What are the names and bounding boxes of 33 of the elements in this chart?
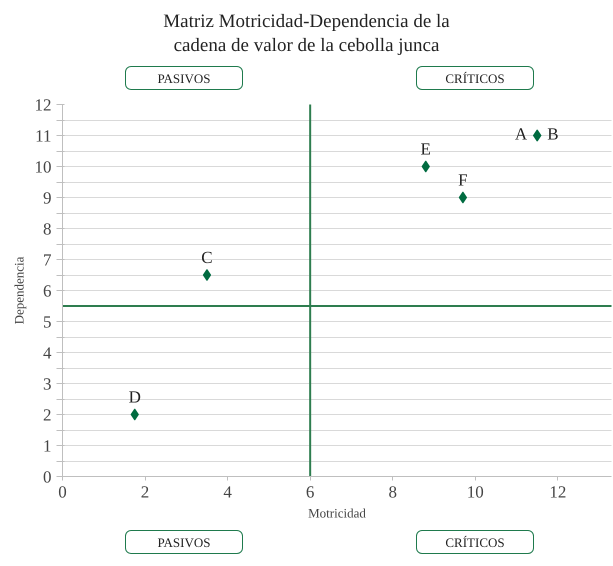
y-tick-label: 3 [43,374,52,394]
y-tick-label: 7 [43,250,52,270]
y-tick-label: 10 [34,158,52,176]
annotation: E [420,140,431,158]
text: PASIVOS [125,66,243,90]
y-tick-label: 4 [43,344,52,362]
text: CRÍTICOS [416,66,534,90]
y-tick-label: 9 [43,188,52,208]
x-tick-label: 0 [58,482,67,502]
x-tick-label: 8 [388,482,397,502]
annotation: C [201,248,213,267]
y-tick-label: 8 [43,220,52,238]
y-axis-title: Dependencia [12,256,26,324]
annotation: A [514,124,528,144]
y-tick-label: 1 [43,436,52,456]
text: PASIVOS [125,530,243,554]
x-tick-label: 4 [223,482,232,502]
x-axis-title: Motricidad [308,506,366,520]
annotation: D [128,388,141,406]
y-tick-label: 11 [35,126,52,146]
annotation: B [547,124,559,144]
y-tick-label: 12 [34,96,52,114]
x-tick-label: 6 [306,482,314,502]
y-tick-label: 5 [43,312,52,332]
x-tick-label: 2 [140,482,150,502]
chart-title: Matriz Motricidad-Dependencia de la cadena de valor de la cebolla junca [162,10,451,58]
annotation: F [458,170,468,190]
y-tick-label: 0 [43,468,52,486]
x-tick-label: 10 [466,482,484,502]
x-tick-label: 12 [549,482,566,502]
y-tick-label: 2 [43,406,52,424]
text: CRÍTICOS [416,530,534,554]
y-tick-label: 6 [43,282,52,300]
